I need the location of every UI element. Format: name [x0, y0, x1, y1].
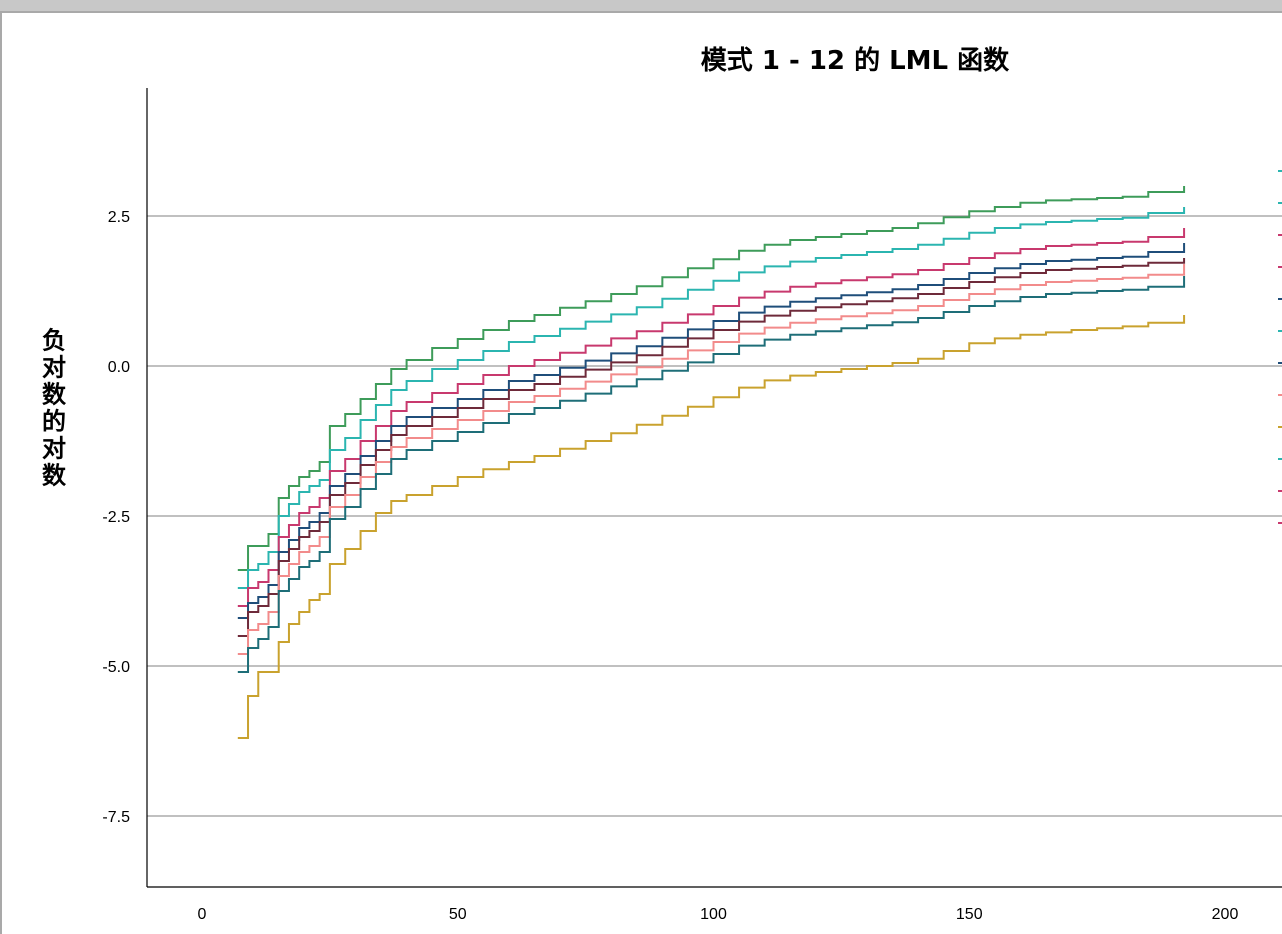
y-tick-labels: 2.5 0.0 -2.5 -5.0 -7.5: [102, 209, 130, 826]
x-tick-label: 50: [449, 906, 467, 923]
series-line-5: [237, 258, 1186, 637]
series-line-4: [237, 243, 1186, 619]
x-tick-label: 0: [198, 906, 207, 923]
y-tick-label: -5.0: [102, 659, 130, 676]
series-lines: [237, 186, 1186, 739]
series-line-2: [237, 207, 1186, 589]
legend-marks: [1278, 170, 1282, 524]
series-line-3: [237, 228, 1186, 607]
y-tick-label: -7.5: [102, 809, 130, 826]
chart-frame: 2.5 0.0 -2.5 -5.0 -7.5 0 50 100 150 200 模式 1 - 1…: [0, 11, 1282, 934]
series-line-8: [237, 315, 1186, 739]
series-line-6: [237, 264, 1186, 655]
grid-lines: [147, 215, 1282, 817]
chart-svg: 2.5 0.0 -2.5 -5.0 -7.5 0 50 100 150 200 模式 1 - 1…: [42, 45, 1282, 923]
x-tick-label: 100: [700, 906, 727, 923]
y-axis-label-group: 负对数的对数: [42, 327, 67, 490]
y-tick-label: 0.0: [108, 359, 130, 376]
y-tick-label: -2.5: [102, 509, 130, 526]
y-axis-label: 负对数的对数: [42, 327, 67, 490]
series-line-1: [237, 186, 1186, 571]
y-tick-label: 2.5: [108, 209, 130, 226]
x-tick-label: 200: [1212, 906, 1239, 923]
chart-title: 模式 1 - 12 的 LML 函数: [701, 45, 1010, 76]
series-line-7: [237, 276, 1186, 673]
x-tick-label: 150: [956, 906, 983, 923]
x-tick-labels: 0 50 100 150 200: [198, 906, 1239, 923]
